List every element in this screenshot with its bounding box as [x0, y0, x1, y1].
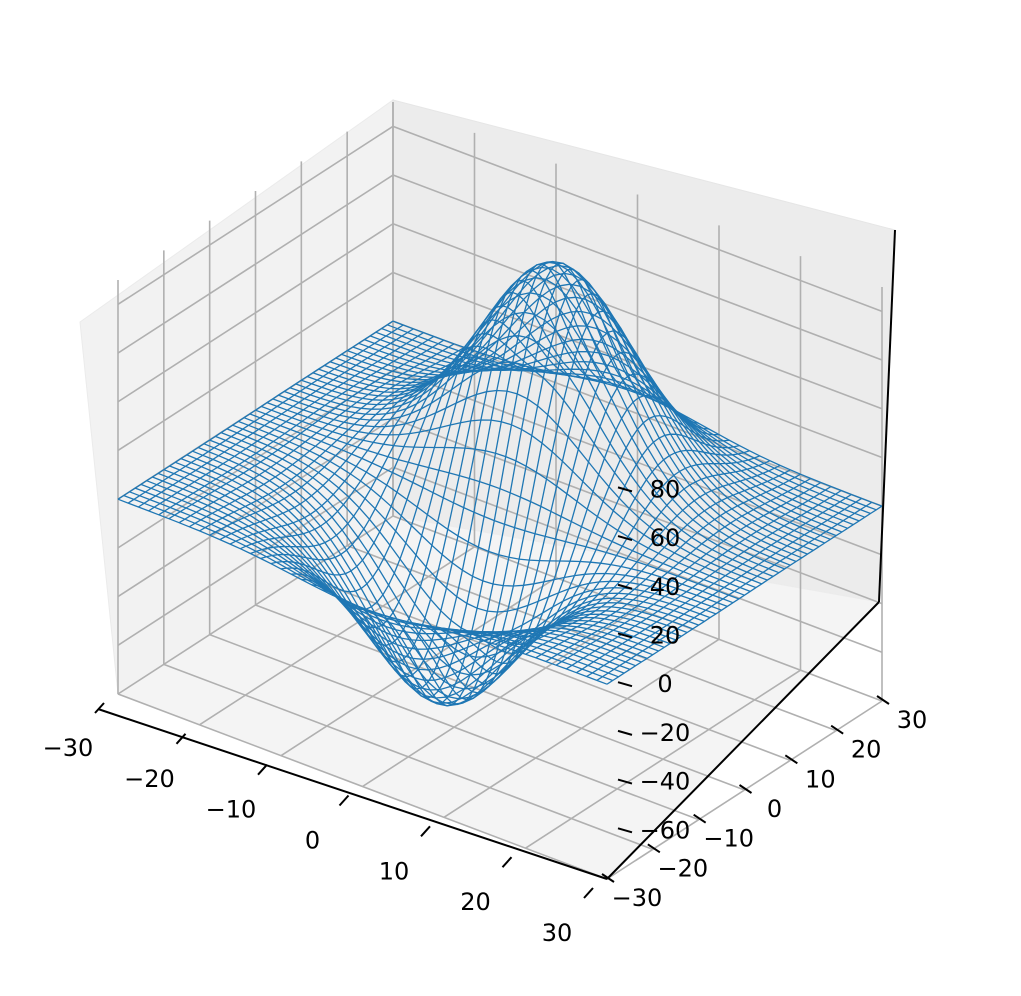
grid-line [209, 633, 699, 821]
surface-line [381, 327, 871, 515]
grid-line [163, 663, 654, 851]
y-tick-label: −30 [612, 884, 663, 912]
surface-line [606, 505, 883, 685]
y-tick [601, 873, 615, 883]
y-tick [830, 724, 844, 735]
surface-line [392, 320, 883, 507]
x-tick-label: 10 [379, 857, 410, 885]
surface-line [565, 489, 842, 670]
surface-line [576, 493, 852, 674]
grid-line [117, 174, 394, 354]
surface-line [346, 310, 837, 537]
z-tick-label: −20 [640, 719, 691, 747]
z-tick-label: 80 [650, 475, 681, 503]
z-tick [617, 827, 633, 834]
surface-line [369, 335, 860, 522]
y-tick-label: 10 [805, 765, 836, 793]
z-tick [617, 486, 633, 493]
z-tick-label: 40 [650, 573, 681, 601]
z-tick [617, 778, 633, 785]
z-tick [617, 583, 633, 590]
grid-line [392, 125, 883, 313]
x-tick-label: −30 [43, 734, 94, 762]
x-tick [583, 887, 594, 899]
y-tick-label: −20 [658, 854, 709, 882]
x-tick-group: −30 −20 −10 0 10 20 30 [43, 702, 594, 947]
grid-line [117, 125, 394, 306]
grid-line [392, 320, 883, 507]
y-tick [784, 754, 798, 765]
y-tick-label: 20 [851, 736, 882, 764]
x-tick [420, 825, 431, 838]
x-tick [94, 702, 105, 714]
surface-line [586, 497, 862, 678]
surface-line [555, 485, 832, 666]
grid-line [117, 271, 394, 452]
x-tick-label: −20 [124, 765, 175, 793]
z-tick-label: −60 [640, 816, 691, 844]
grid-line [392, 223, 883, 410]
grid-line [301, 574, 791, 762]
x-tick-label: 30 [542, 919, 573, 947]
surface-line [352, 325, 843, 533]
z-tick [617, 535, 633, 542]
grid-line [117, 223, 394, 403]
grid-line [255, 604, 745, 791]
surface-line [545, 481, 822, 663]
y-axis-line [606, 601, 880, 880]
surface-line [375, 331, 866, 518]
surface-line [358, 338, 848, 529]
y-tick-label: 0 [767, 795, 782, 823]
x-tick [175, 733, 187, 745]
grid-line [117, 693, 608, 880]
surface-line [596, 501, 873, 681]
x-tick-label: 0 [305, 827, 320, 855]
grid-line [117, 417, 394, 598]
y-tick [876, 695, 890, 705]
z-tick-label: 0 [657, 670, 672, 698]
x-tick-label: 20 [460, 888, 491, 916]
y-tick [693, 813, 707, 824]
z-axis-line [878, 229, 896, 603]
x-tick-label: −10 [206, 796, 257, 824]
z-tick [617, 632, 633, 639]
grid-line [346, 544, 837, 732]
y-tick-label: 30 [897, 706, 928, 734]
grid-line [392, 174, 883, 361]
grid-line [392, 271, 883, 459]
wireframe-surface [117, 260, 883, 707]
z-tick-label: −40 [640, 768, 691, 796]
y-tick [738, 784, 753, 794]
z-tick [617, 681, 633, 688]
surface-line [364, 338, 854, 526]
surface-line [387, 324, 877, 511]
x-tick [257, 763, 268, 776]
grid-line [392, 466, 883, 654]
grid-line [392, 515, 883, 702]
y-tick [647, 843, 661, 854]
surface-line [535, 477, 812, 659]
z-tick-label: 20 [650, 621, 681, 649]
z-tick [617, 729, 633, 736]
gridlines [117, 102, 883, 880]
x-tick [501, 856, 513, 868]
x-tick [338, 794, 350, 807]
y-tick-label: −10 [703, 825, 754, 853]
z-tick-label: 60 [650, 524, 681, 552]
z-tick-group: −60 −40 −20 0 20 40 60 80 [617, 475, 691, 844]
